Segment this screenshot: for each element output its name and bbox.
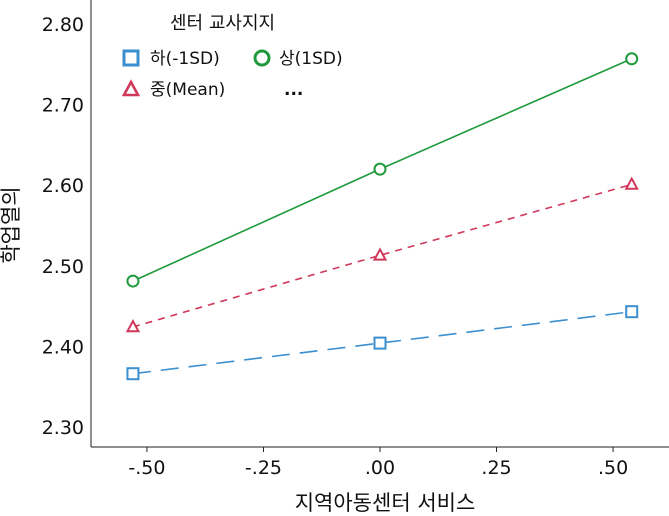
- legend-title: 센터 교사지지: [170, 13, 275, 34]
- legend-triangle-icon: [121, 79, 141, 97]
- axes: 2.30 2.40 2.50 2.60 2.70 2.80 -.50 -.25 .00 .25 .5…: [42, 0, 669, 479]
- data-point: [624, 176, 639, 190]
- y-axis-label: 학업열의: [0, 186, 23, 263]
- data-point: [625, 52, 639, 66]
- data-point: [373, 336, 387, 350]
- x-axis-label: 지역아동센터 서비스: [295, 491, 476, 515]
- legend-circle-icon: [253, 49, 271, 67]
- series-triangle: [125, 176, 639, 333]
- y-tick-label: 2.70: [42, 95, 84, 117]
- y-tick-label: 2.50: [42, 256, 84, 278]
- series-square: [126, 305, 639, 381]
- y-tick-label: 2.60: [42, 175, 84, 197]
- data-point: [125, 319, 141, 333]
- legend-square-icon: [122, 49, 140, 67]
- legend-entry-label: 하(-1SD): [150, 49, 220, 69]
- data-point: [373, 162, 387, 176]
- x-tick-label: .00: [365, 457, 395, 479]
- series-circle: [126, 52, 639, 288]
- legend-entry-label: 중(Mean): [150, 80, 225, 100]
- x-tick-label: -.25: [245, 457, 282, 479]
- x-tick-label: .50: [598, 457, 628, 479]
- x-tick-label: .25: [481, 457, 511, 479]
- data-point: [126, 367, 140, 381]
- series-layer: [125, 52, 639, 381]
- data-point: [372, 247, 388, 261]
- data-point: [126, 274, 140, 288]
- legend-entry-label: 상(1SD): [279, 49, 343, 69]
- x-tick-label: -.50: [128, 457, 165, 479]
- y-tick-label: 2.30: [42, 417, 84, 439]
- data-point: [625, 305, 639, 319]
- legend-more-marker: ...: [284, 80, 303, 100]
- y-tick-label: 2.40: [42, 336, 84, 358]
- series-line: [132, 183, 632, 328]
- y-tick-label: 2.80: [42, 14, 84, 36]
